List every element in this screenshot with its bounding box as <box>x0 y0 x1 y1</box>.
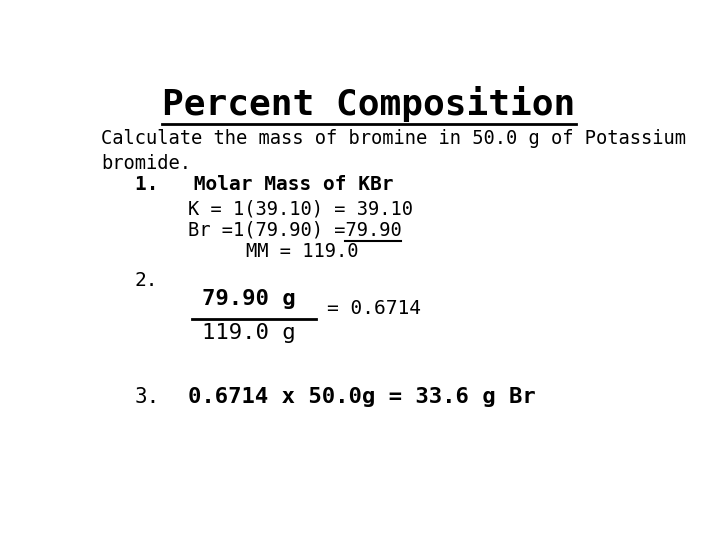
Text: 3.: 3. <box>135 387 160 407</box>
Text: Br =1(79.90) =79.90: Br =1(79.90) =79.90 <box>188 221 402 240</box>
Text: 119.0 g: 119.0 g <box>202 322 295 342</box>
Text: 0.6714 x 50.0g = 33.6 g Br: 0.6714 x 50.0g = 33.6 g Br <box>188 387 536 407</box>
Text: Percent Composition: Percent Composition <box>163 85 575 122</box>
Text: Br =1(79.90) =: Br =1(79.90) = <box>188 221 345 240</box>
Text: Calculate the mass of bromine in 50.0 g of Potassium
bromide.: Calculate the mass of bromine in 50.0 g … <box>101 129 686 173</box>
Text: 2.: 2. <box>135 271 158 289</box>
Text: K = 1(39.10) = 39.10: K = 1(39.10) = 39.10 <box>188 200 413 219</box>
Text: 1.   Molar Mass of KBr: 1. Molar Mass of KBr <box>135 175 393 194</box>
Text: 79.90 g: 79.90 g <box>202 288 295 308</box>
Text: Br =1(79.90) =79.90: Br =1(79.90) =79.90 <box>188 221 402 240</box>
Text: = 0.6714: = 0.6714 <box>327 299 421 318</box>
Text: MM = 119.0: MM = 119.0 <box>246 241 359 260</box>
